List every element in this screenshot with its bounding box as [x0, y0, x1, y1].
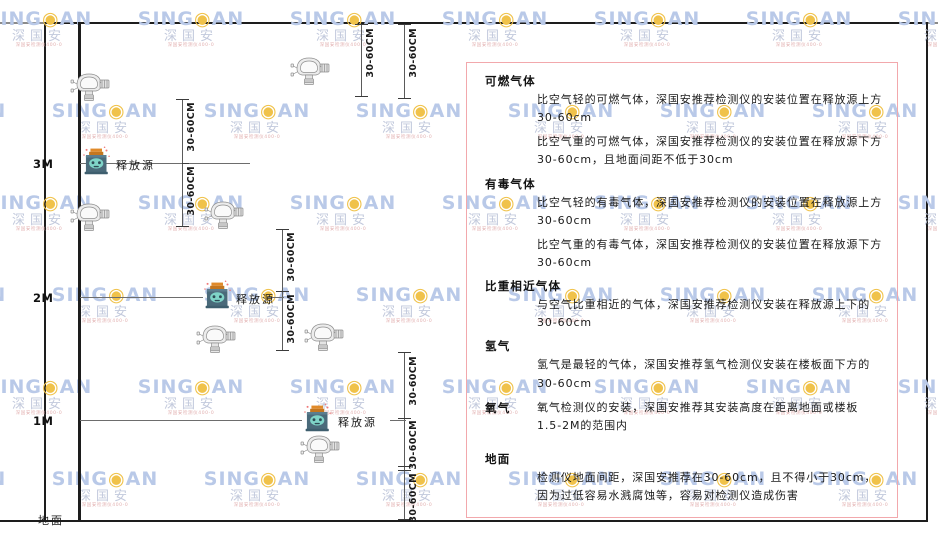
release-source-label: 释放源 [116, 159, 155, 172]
diagram-frame [44, 22, 928, 522]
gas-detector-icon [304, 318, 350, 352]
panel-section-paragraph: 氢气是最轻的气体，深国安推荐氢气检测仪安装在楼板面下方的30-60cm [537, 358, 871, 390]
panel-section-heading: 比重相近气体 [485, 279, 562, 294]
gas-detector-icon [70, 198, 116, 232]
dimension-label: 30-60CM [365, 28, 376, 78]
dimension-label: 30-60CM [408, 420, 419, 470]
frame-top-left-extension [0, 22, 46, 24]
panel-section-heading: 地面 [485, 451, 511, 466]
gas-detector-icon [196, 320, 242, 354]
panel-section: 氧气 氧气检测仪的安装，深国安推荐其安装高度在距离地面或楼板1.5-2M的范围内 [481, 399, 883, 435]
panel-section-heading: 有毒气体 [485, 176, 536, 191]
dimension-label: 30-60CM [408, 356, 419, 406]
dimension-label: 30-60CM [186, 102, 197, 152]
height-axis [78, 22, 81, 522]
dimension-label: 30-60CM [286, 294, 297, 344]
axis-label-3m: 3M [33, 157, 54, 171]
panel-section-heading: 可燃气体 [485, 74, 536, 88]
panel-section-paragraph: 比空气重的可燃气体，深国安推荐检测仪的安装位置在释放源下方30-60cm，且地面… [537, 135, 883, 167]
ground-label: 地面 [38, 514, 64, 527]
panel-section-paragraph: 比空气重的有毒气体，深国安推荐检测仪的安装位置在释放源下方30-60cm [537, 237, 883, 269]
connector-2m [268, 297, 284, 298]
panel-section-paragraph: 检测仪地面间距，深国安推荐在30-60cm，且不得小于30cm，因为过低容易水溅… [537, 470, 877, 503]
gas-detector-icon [204, 196, 250, 230]
release-source-icon [303, 403, 343, 439]
panel-section-paragraph: 与空气比重相近的气体，深国安推荐检测仪安装在释放源上下的30-60cm [537, 298, 871, 330]
gridline-2m [80, 297, 203, 298]
release-source-icon [82, 146, 122, 182]
dimension-label: 30-60CM [408, 28, 419, 78]
frame-bottom-left-extension [0, 520, 46, 522]
panel-spacer [481, 439, 883, 451]
panel-section-paragraph: 比空气轻的有毒气体，深国安推荐检测仪的安装位置在释放源上方30-60cm [537, 195, 883, 227]
gridline-1m [80, 420, 302, 421]
release-source-label: 释放源 [236, 293, 275, 306]
panel-section-heading: 氧气 [485, 400, 511, 415]
axis-label-2m: 2M [33, 291, 54, 305]
release-source-label: 释放源 [338, 416, 377, 429]
dimension-label: 30-60CM [186, 166, 197, 216]
dimension-label: 30-60CM [408, 473, 419, 523]
axis-label-1m: 1M [33, 414, 54, 428]
panel-section-heading: 氢气 [485, 339, 511, 354]
connector-1m [390, 420, 406, 421]
release-source-icon [203, 280, 243, 316]
gas-detector-icon [300, 430, 346, 464]
panel-section-paragraph: 氧气检测仪的安装，深国安推荐其安装高度在距离地面或楼板1.5-2M的范围内 [537, 400, 859, 432]
gas-detector-icon [70, 68, 116, 102]
panel-section-paragraph: 比空气轻的可燃气体，深国安推荐检测仪的安装位置在释放源上方30-60cm [537, 93, 883, 125]
guidelines-panel: 可燃气体 比空气轻的可燃气体，深国安推荐检测仪的安装位置在释放源上方30-60cm… [466, 62, 898, 518]
frame-top-right-extension [926, 22, 938, 24]
dimension-label: 30-60CM [286, 232, 297, 282]
gridline-3m [80, 163, 250, 164]
gas-detector-icon [290, 52, 336, 86]
connector-3m [168, 163, 182, 164]
